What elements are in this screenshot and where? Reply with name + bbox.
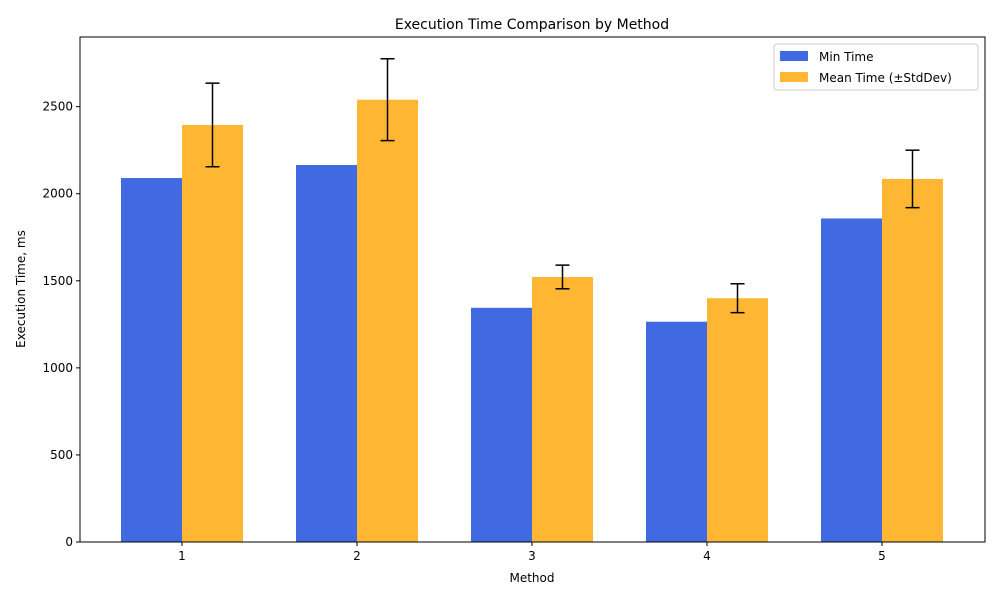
legend-swatch-mean-time bbox=[780, 72, 808, 82]
legend-label-mean-time: Mean Time (±StdDev) bbox=[819, 71, 952, 85]
bar-min-time-1 bbox=[121, 178, 182, 542]
error-bar-4 bbox=[730, 283, 745, 314]
bar-min-time-2 bbox=[296, 164, 357, 542]
error-bars-layer bbox=[205, 58, 920, 314]
x-tick-label: 2 bbox=[353, 549, 361, 563]
chart-title: Execution Time Comparison by Method bbox=[395, 17, 669, 33]
legend-swatch-min-time bbox=[780, 51, 808, 61]
bar-min-time-5 bbox=[821, 218, 882, 542]
bar-mean-time-1 bbox=[182, 124, 243, 543]
y-tick-label: 1500 bbox=[42, 274, 73, 288]
y-tick-label: 1000 bbox=[42, 361, 73, 375]
x-axis: 1 2 3 4 5 bbox=[178, 542, 886, 563]
x-axis-label: Method bbox=[509, 571, 554, 585]
x-tick-label: 3 bbox=[528, 549, 536, 563]
error-bar-5 bbox=[905, 149, 920, 209]
bar-mean-time-4 bbox=[707, 298, 768, 542]
bar-min-time-3 bbox=[471, 307, 532, 542]
legend-label-min-time: Min Time bbox=[819, 50, 873, 64]
x-tick-label: 1 bbox=[178, 549, 186, 563]
bar-mean-time-2 bbox=[357, 99, 418, 543]
bar-mean-time-3 bbox=[532, 276, 593, 542]
y-tick-label: 2500 bbox=[42, 100, 73, 114]
y-tick-label: 2000 bbox=[42, 187, 73, 201]
legend-frame bbox=[773, 43, 979, 91]
x-tick-label: 5 bbox=[878, 549, 886, 563]
error-bar-3 bbox=[555, 264, 570, 290]
y-tick-label: 500 bbox=[50, 448, 73, 462]
y-axis-label: Execution Time, ms bbox=[14, 230, 28, 348]
legend: Min Time Mean Time (±StdDev) bbox=[773, 43, 979, 91]
error-bar-2 bbox=[380, 58, 395, 142]
y-tick-label: 0 bbox=[65, 535, 73, 549]
bar-min-time-4 bbox=[646, 321, 707, 542]
bars-layer bbox=[121, 99, 943, 543]
error-bar-1 bbox=[205, 82, 220, 168]
y-axis: 0 500 1000 1500 2000 2500 bbox=[42, 100, 80, 549]
x-tick-label: 4 bbox=[703, 549, 711, 563]
bar-mean-time-5 bbox=[882, 178, 943, 542]
